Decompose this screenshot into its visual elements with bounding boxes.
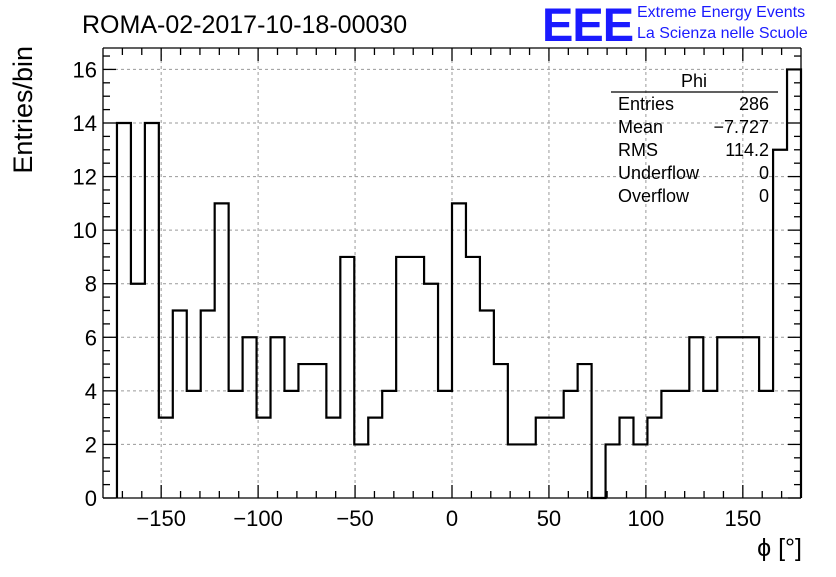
- y-tick-label: 14: [73, 111, 97, 136]
- stats-row-value: 0: [759, 163, 769, 183]
- stats-row-value: 286: [739, 94, 769, 114]
- x-tick-label: −150: [136, 506, 186, 531]
- eee-logo-line2: La Scienza nelle Scuole: [637, 25, 808, 42]
- stats-row-label: Overflow: [618, 186, 690, 206]
- y-tick-label: 0: [85, 486, 97, 511]
- stats-title: Phi: [681, 71, 707, 91]
- x-tick-label: 100: [628, 506, 665, 531]
- x-axis-label: ϕ [°]: [757, 534, 802, 562]
- x-tick-label: −100: [233, 506, 283, 531]
- eee-logo-line1: Extreme Energy Events: [637, 4, 805, 21]
- stats-row-label: Underflow: [618, 163, 700, 183]
- y-tick-label: 2: [85, 432, 97, 457]
- y-tick-label: 10: [73, 218, 97, 243]
- y-tick-label: 16: [73, 57, 97, 82]
- stats-box: Phi Entries 286 Mean −7.727 RMS 114.2 Underflo…: [611, 71, 778, 206]
- x-axis-ticks: −150 −100 −50 0 50 100 150: [121, 48, 783, 531]
- stats-row-value: −7.727: [713, 117, 769, 137]
- stats-row-label: RMS: [618, 140, 658, 160]
- y-axis-label: Entries/bin: [8, 46, 38, 174]
- y-tick-label: 8: [85, 272, 97, 297]
- x-tick-label: 150: [724, 506, 761, 531]
- stats-row-label: Entries: [618, 94, 674, 114]
- y-axis-ticks: 0 2 4 6 8 10 12 14 16: [73, 55, 801, 511]
- histogram-bars: [115, 68, 803, 500]
- y-tick-label: 4: [85, 379, 97, 404]
- stats-row-value: 114.2: [725, 140, 769, 160]
- x-tick-label: 50: [537, 506, 561, 531]
- stats-row-value: 0: [759, 186, 769, 206]
- eee-logo-mark: EEE: [542, 0, 633, 51]
- chart-title: ROMA-02-2017-10-18-00030: [82, 11, 407, 39]
- x-tick-label: 0: [446, 506, 458, 531]
- y-tick-label: 12: [73, 165, 97, 190]
- eee-logo: EEE Extreme Energy Events La Scienza nel…: [542, 0, 808, 51]
- stats-row-label: Mean: [618, 117, 663, 137]
- y-tick-label: 6: [85, 325, 97, 350]
- histogram-outline: [115, 68, 803, 500]
- x-tick-label: −50: [336, 506, 373, 531]
